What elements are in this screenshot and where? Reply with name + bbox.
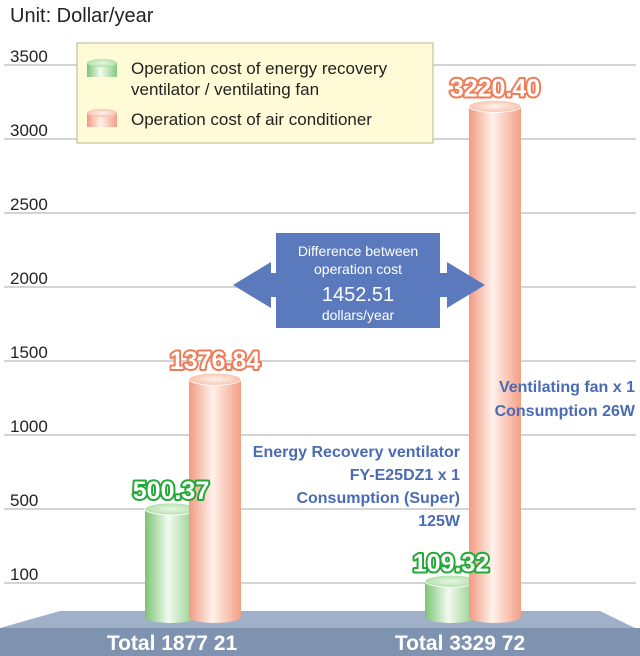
value-label: 500.37 xyxy=(133,477,209,505)
note-fan-line2: Consumption 26W xyxy=(495,403,636,420)
total-erv: Total 1877 21 xyxy=(107,632,238,655)
bar-ac-cost xyxy=(189,379,241,617)
total-fan: Total 3329 72 xyxy=(395,632,525,655)
legend: Operation cost of energy recovery ventil… xyxy=(76,42,434,144)
y-tick-label: 500 xyxy=(10,491,38,510)
y-tick-label: 3500 xyxy=(10,47,48,66)
y-tick-label: 2000 xyxy=(10,269,48,288)
y-tick-label: 1500 xyxy=(10,343,48,362)
bar-ac-cost-top xyxy=(188,372,242,386)
legend-swatch-green xyxy=(87,59,117,77)
note-erv: Energy Recovery ventilator FY-E25DZ1 x 1… xyxy=(253,444,461,530)
note-erv-line1: Energy Recovery ventilator xyxy=(253,444,460,461)
note-erv-line2: FY-E25DZ1 x 1 xyxy=(350,467,460,484)
legend-label-ac: Operation cost of air conditioner xyxy=(131,110,372,129)
bar-erv-cost xyxy=(145,508,197,617)
unit-label: Unit: Dollar/year xyxy=(10,5,154,27)
bar-ac-cost xyxy=(469,106,521,617)
y-tick-labels: 100 500 1000 1500 2000 2500 3000 3500 xyxy=(10,47,48,584)
difference-unit: dollars/year xyxy=(322,307,395,323)
note-fan: Ventilating fan x 1 Consumption 26W xyxy=(495,379,636,420)
note-erv-line4: 125W xyxy=(418,513,461,530)
bar-erv-cost-base xyxy=(145,611,197,623)
difference-value: 1452.51 xyxy=(322,284,394,306)
y-tick-label: 2500 xyxy=(10,195,48,214)
value-label: 1376.84 xyxy=(170,347,260,375)
value-labels: 500.37 1376.84 109.32 3220.40 xyxy=(131,72,542,579)
floor xyxy=(0,611,640,656)
y-tick-label: 3000 xyxy=(10,121,48,140)
legend-label-erv-line1: Operation cost of energy recovery xyxy=(131,59,388,78)
y-tick-label: 1000 xyxy=(10,417,48,436)
difference-callout: Difference between operation cost 1452.5… xyxy=(233,233,485,328)
legend-label-erv-line2: ventilator / ventilating fan xyxy=(131,80,319,99)
bar-ac-cost-base xyxy=(189,611,241,623)
bars xyxy=(144,99,522,623)
value-label: 109.32 xyxy=(413,549,489,577)
note-fan-line1: Ventilating fan x 1 xyxy=(499,379,635,396)
value-label: 3220.40 xyxy=(450,74,540,102)
difference-line1: Difference between xyxy=(298,243,418,259)
legend-box xyxy=(76,42,434,144)
difference-box xyxy=(276,233,440,328)
y-tick-label: 100 xyxy=(10,565,38,584)
bar-erv-cost-base xyxy=(425,611,477,623)
note-erv-line3: Consumption (Super) xyxy=(296,490,460,507)
difference-line2: operation cost xyxy=(314,261,402,277)
legend-swatch-salmon xyxy=(87,109,117,127)
floor-top xyxy=(0,611,635,628)
bar-ac-cost-top xyxy=(468,99,522,113)
floor-base xyxy=(0,628,640,656)
bar-ac-cost-base xyxy=(469,611,521,623)
